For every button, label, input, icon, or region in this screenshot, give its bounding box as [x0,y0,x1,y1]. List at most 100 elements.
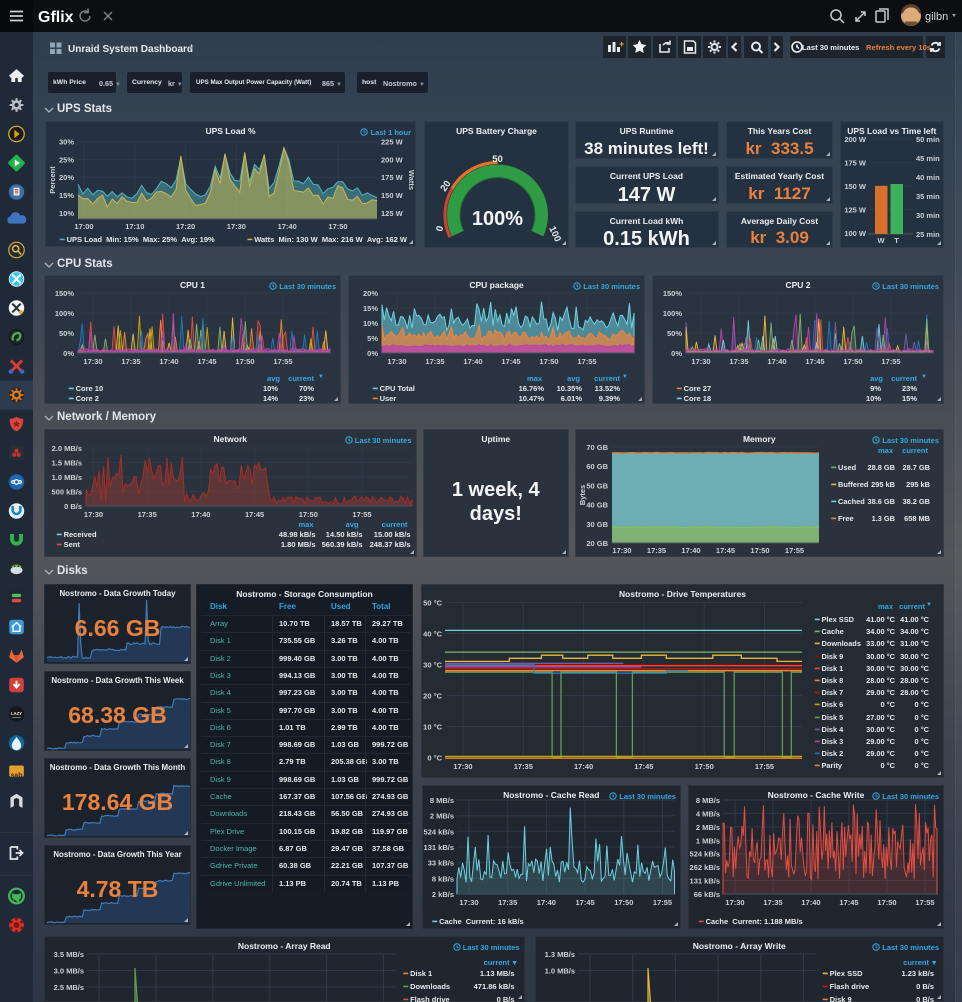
svg-text:17:30: 17:30 [84,510,103,519]
svg-text:Last 30 minutes: Last 30 minutes [802,43,859,52]
svg-text:17:40: 17:40 [191,510,210,519]
svg-text:W: W [877,236,885,245]
svg-text:35 min: 35 min [916,192,940,201]
svg-text:17:35: 17:35 [498,898,517,907]
svg-text:25%: 25% [59,155,74,164]
svg-text:175 W: 175 W [381,173,404,182]
svg-text:17:35: 17:35 [763,898,782,907]
svg-text:30 GB: 30 GB [586,520,608,529]
svg-text:524 kB/s: 524 kB/s [690,850,720,859]
svg-text:100%: 100% [55,309,75,318]
svg-text:17:55: 17:55 [652,898,671,907]
svg-text:17:30: 17:30 [227,222,246,231]
svg-text:17:55: 17:55 [352,510,371,519]
svg-text:17:30: 17:30 [612,546,631,555]
svg-text:17:30: 17:30 [691,357,710,366]
svg-text:2.5 MB/s: 2.5 MB/s [54,983,84,992]
svg-text:150%: 150% [663,289,683,298]
svg-text:17:30: 17:30 [459,898,478,907]
svg-text:100: 100 [546,225,563,244]
svg-text:40 min: 40 min [916,173,940,182]
svg-text:17:50: 17:50 [539,357,558,366]
svg-text:100%: 100% [663,309,683,318]
svg-text:50: 50 [492,154,503,165]
svg-text:17:45: 17:45 [805,357,824,366]
svg-text:Unraid System Dashboard: Unraid System Dashboard [68,44,193,55]
svg-text:0%: 0% [367,349,378,358]
svg-text:Refresh every 10s: Refresh every 10s [866,43,931,52]
svg-text:4 MB/s: 4 MB/s [696,809,720,818]
svg-text:17:55: 17:55 [881,357,900,366]
svg-text:3.0 MB/s: 3.0 MB/s [54,967,84,976]
svg-text:17:45: 17:45 [575,898,594,907]
svg-text:2.0 MB/s: 2.0 MB/s [52,444,82,453]
svg-text:17:50: 17:50 [235,357,254,366]
svg-text:8 MB/s: 8 MB/s [696,796,720,805]
svg-text:1.3 MB/s: 1.3 MB/s [544,950,574,959]
svg-text:66 kB/s: 66 kB/s [694,890,720,899]
svg-text:50 °C: 50 °C [423,599,442,608]
svg-text:17:40: 17:40 [801,898,820,907]
svg-text:150%: 150% [55,289,75,298]
svg-text:150 W: 150 W [844,182,867,191]
svg-text:Bytes: Bytes [578,485,587,505]
svg-text:0 °C: 0 °C [427,754,442,763]
svg-text:17:30: 17:30 [387,357,406,366]
svg-text:17:30: 17:30 [725,898,744,907]
svg-text:0: 0 [434,225,446,233]
svg-text:25 min: 25 min [916,230,940,239]
svg-text:1.0 MB/s: 1.0 MB/s [544,967,574,976]
svg-text:17:55: 17:55 [577,357,596,366]
svg-text:30 min: 30 min [916,211,940,220]
svg-text:33 kB/s: 33 kB/s [427,859,453,868]
svg-text:50 GB: 50 GB [586,481,608,490]
svg-text:45 min: 45 min [916,154,940,163]
svg-text:15%: 15% [363,304,378,313]
svg-text:17:50: 17:50 [299,510,318,519]
svg-text:131 kB/s: 131 kB/s [690,877,720,886]
svg-text:17:55: 17:55 [784,546,803,555]
svg-text:262 kB/s: 262 kB/s [690,863,720,872]
svg-text:70 GB: 70 GB [586,443,608,452]
svg-text:1.0 MB/s: 1.0 MB/s [52,473,82,482]
svg-text:Watts: Watts [407,170,416,190]
svg-text:200 W: 200 W [844,135,867,144]
svg-text:17:30: 17:30 [453,762,472,771]
svg-text:60 GB: 60 GB [586,462,608,471]
svg-text:1.5 MB/s: 1.5 MB/s [52,459,82,468]
svg-text:17:50: 17:50 [750,546,769,555]
svg-text:17:40: 17:40 [536,898,555,907]
svg-text:125 W: 125 W [381,209,404,218]
svg-text:17:50: 17:50 [614,898,633,907]
svg-text:524 kB/s: 524 kB/s [423,827,453,836]
svg-text:10 °C: 10 °C [423,723,442,732]
svg-text:17:50: 17:50 [328,222,347,231]
svg-text:17:50: 17:50 [877,898,896,907]
svg-text:50%: 50% [59,329,74,338]
svg-text:17:40: 17:40 [767,357,786,366]
svg-text:8 kB/s: 8 kB/s [431,874,453,883]
svg-text:50 min: 50 min [916,135,940,144]
svg-text:200 W: 200 W [381,155,404,164]
svg-text:sab: sab [11,773,23,780]
svg-text:17:35: 17:35 [425,357,444,366]
svg-text:20 GB: 20 GB [586,539,608,548]
svg-text:2 MB/s: 2 MB/s [429,812,453,821]
svg-text:2 MB/s: 2 MB/s [696,823,720,832]
svg-text:40 °C: 40 °C [423,630,442,639]
svg-text:17:35: 17:35 [121,357,140,366]
svg-text:gilbn: gilbn [925,11,948,23]
svg-text:17:45: 17:45 [715,546,734,555]
svg-text:17:40: 17:40 [574,762,593,771]
svg-text:Gflix: Gflix [38,9,74,26]
svg-text:3.5 MB/s: 3.5 MB/s [54,950,84,959]
svg-text:17:35: 17:35 [646,546,665,555]
svg-text:17:35: 17:35 [729,357,748,366]
svg-text:131 kB/s: 131 kB/s [423,843,453,852]
svg-text:5%: 5% [367,334,378,343]
svg-text:17:55: 17:55 [915,898,934,907]
svg-text:30%: 30% [59,138,74,147]
svg-text:17:55: 17:55 [273,357,292,366]
svg-text:1 MB/s: 1 MB/s [696,836,720,845]
svg-text:17:45: 17:45 [501,357,520,366]
